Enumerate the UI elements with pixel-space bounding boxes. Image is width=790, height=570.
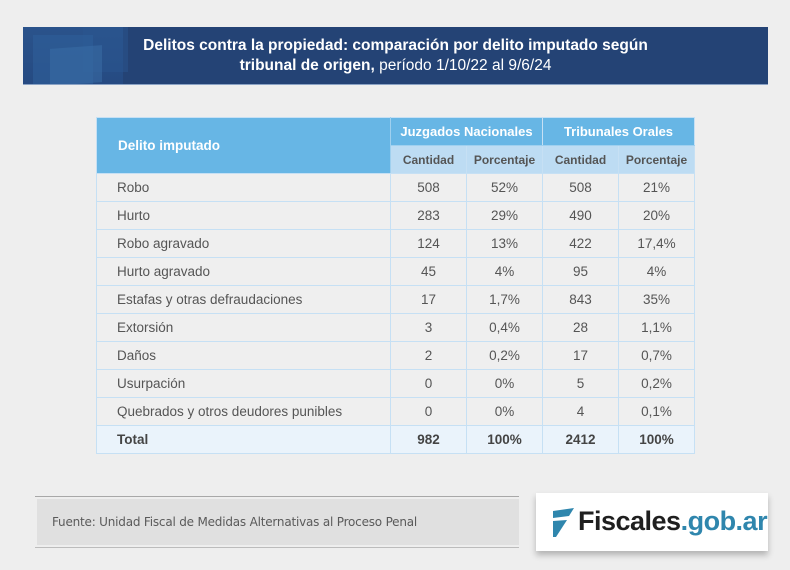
table-row: Extorsión 3 0,4% 28 1,1%	[96, 313, 695, 342]
cell-jn-porcentaje: 0,2%	[466, 341, 543, 370]
title-banner: Delitos contra la propiedad: comparación…	[23, 27, 768, 85]
table-row: Daños 2 0,2% 17 0,7%	[96, 341, 695, 370]
source-note: Fuente: Unidad Fiscal de Medidas Alterna…	[35, 496, 519, 548]
cell-to-cantidad: 422	[542, 229, 619, 258]
cell-to-porcentaje: 0,7%	[618, 341, 695, 370]
header-delito-imputado: Delito imputado	[96, 117, 391, 174]
subheader-jn-cantidad: Cantidad	[390, 145, 467, 174]
table-row: Quebrados y otros deudores punibles 0 0%…	[96, 397, 695, 426]
logo-wordmark: Fiscales.gob.ar	[578, 505, 768, 537]
cell-to-porcentaje: 1,1%	[618, 313, 695, 342]
cell-to-cantidad: 17	[542, 341, 619, 370]
title-period: período 1/10/22 al 9/6/24	[374, 57, 552, 74]
cell-jn-porcentaje: 0,4%	[466, 313, 543, 342]
cell-delito: Estafas y otras defraudaciones	[96, 285, 391, 314]
cell-jn-cantidad: 3	[390, 313, 467, 342]
cell-jn-cantidad: 508	[390, 173, 467, 202]
cell-jn-porcentaje: 0%	[466, 369, 543, 398]
cell-to-cantidad: 4	[542, 397, 619, 426]
table-row: Hurto 283 29% 490 20%	[96, 201, 695, 230]
cell-jn-cantidad: 0	[390, 369, 467, 398]
cell-jn-porcentaje: 4%	[466, 257, 543, 286]
cell-jn-porcentaje: 29%	[466, 201, 543, 230]
cell-to-porcentaje: 17,4%	[618, 229, 695, 258]
cell-jn-porcentaje: 0%	[466, 397, 543, 426]
cell-total-jn-porcentaje: 100%	[466, 425, 543, 454]
cell-delito: Quebrados y otros deudores punibles	[96, 397, 391, 426]
page-title: Delitos contra la propiedad: comparación…	[23, 36, 768, 76]
cell-jn-cantidad: 124	[390, 229, 467, 258]
cell-delito: Hurto	[96, 201, 391, 230]
cell-delito: Daños	[96, 341, 391, 370]
cell-total-to-cantidad: 2412	[542, 425, 619, 454]
subheader-jn-porcentaje: Porcentaje	[466, 145, 543, 174]
cell-to-cantidad: 490	[542, 201, 619, 230]
cell-jn-cantidad: 0	[390, 397, 467, 426]
cell-to-porcentaje: 0,2%	[618, 369, 695, 398]
cell-to-cantidad: 95	[542, 257, 619, 286]
cell-total-label: Total	[96, 425, 391, 454]
source-text: Fuente: Unidad Fiscal de Medidas Alterna…	[52, 515, 418, 529]
cell-jn-cantidad: 283	[390, 201, 467, 230]
cell-delito: Hurto agravado	[96, 257, 391, 286]
cell-delito: Robo	[96, 173, 391, 202]
source-box	[37, 499, 519, 545]
table-row: Robo agravado 124 13% 422 17,4%	[96, 229, 695, 258]
fiscales-f-icon	[553, 508, 574, 537]
divider	[35, 547, 519, 548]
cell-total-jn-cantidad: 982	[390, 425, 467, 454]
cell-total-to-porcentaje: 100%	[618, 425, 695, 454]
title-line1: Delitos contra la propiedad: comparación…	[143, 37, 648, 54]
cell-jn-porcentaje: 52%	[466, 173, 543, 202]
table-row: Hurto agravado 45 4% 95 4%	[96, 257, 695, 286]
title-line2-bold: tribunal de origen,	[239, 57, 375, 74]
subheader-to-porcentaje: Porcentaje	[618, 145, 695, 174]
cell-jn-cantidad: 2	[390, 341, 467, 370]
table-row: Usurpación 0 0% 5 0,2%	[96, 369, 695, 398]
header-tribunales-orales: Tribunales Orales	[542, 117, 695, 146]
table-row: Robo 508 52% 508 21%	[96, 173, 695, 202]
cell-delito: Extorsión	[96, 313, 391, 342]
table-total-row: Total 982 100% 2412 100%	[96, 425, 695, 454]
subheader-to-cantidad: Cantidad	[542, 145, 619, 174]
data-table: Delito imputado Juzgados Nacionales Trib…	[96, 117, 695, 454]
cell-to-porcentaje: 4%	[618, 257, 695, 286]
cell-to-porcentaje: 35%	[618, 285, 695, 314]
cell-jn-cantidad: 45	[390, 257, 467, 286]
cell-to-porcentaje: 21%	[618, 173, 695, 202]
cell-to-cantidad: 843	[542, 285, 619, 314]
cell-jn-cantidad: 17	[390, 285, 467, 314]
header-juzgados-nacionales: Juzgados Nacionales	[390, 117, 543, 146]
cell-delito: Robo agravado	[96, 229, 391, 258]
cell-delito: Usurpación	[96, 369, 391, 398]
cell-to-cantidad: 5	[542, 369, 619, 398]
cell-jn-porcentaje: 1,7%	[466, 285, 543, 314]
table-row: Estafas y otras defraudaciones 17 1,7% 8…	[96, 285, 695, 314]
logo-word-domain: .gob.ar	[680, 506, 768, 536]
cell-to-porcentaje: 0,1%	[618, 397, 695, 426]
cell-to-cantidad: 28	[542, 313, 619, 342]
cell-to-porcentaje: 20%	[618, 201, 695, 230]
fiscales-logo: Fiscales.gob.ar	[536, 493, 768, 551]
divider	[35, 496, 519, 497]
cell-jn-porcentaje: 13%	[466, 229, 543, 258]
logo-word-main: Fiscales	[578, 506, 681, 536]
cell-to-cantidad: 508	[542, 173, 619, 202]
